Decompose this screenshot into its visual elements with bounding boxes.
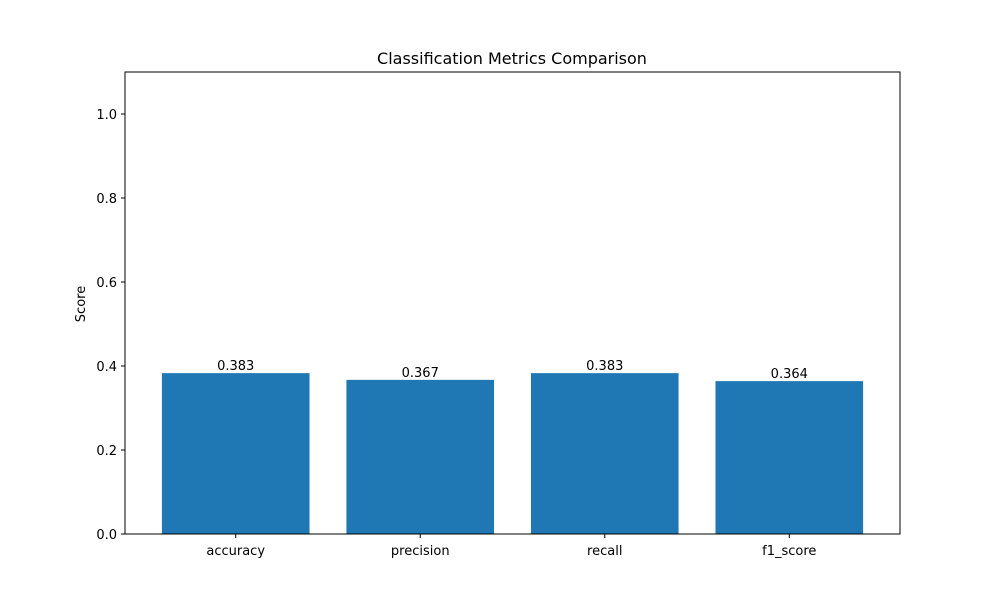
- chart-title: Classification Metrics Comparison: [377, 49, 647, 68]
- y-axis-ticks: 0.0 0.2 0.4 0.6 0.8 1.0: [96, 108, 125, 543]
- y-tick-label: 0.0: [96, 528, 117, 543]
- y-tick-label: 1.0: [96, 108, 117, 123]
- y-axis-label: Score: [74, 286, 89, 322]
- x-tick-label: recall: [587, 544, 622, 559]
- bar-recall: [530, 373, 679, 534]
- x-tick-label: f1_score: [762, 544, 816, 559]
- y-tick-label: 0.8: [96, 192, 117, 207]
- bar-labels-group: 0.383 0.367 0.383 0.364: [217, 359, 808, 382]
- bar-value-label: 0.383: [217, 359, 254, 374]
- bar-precision: [346, 379, 495, 534]
- x-tick-label: accuracy: [206, 544, 265, 559]
- y-tick-label: 0.2: [96, 444, 117, 459]
- bar-value-label: 0.383: [586, 359, 623, 374]
- x-axis-ticks: accuracy precision recall f1_score: [206, 534, 816, 559]
- y-tick-label: 0.4: [96, 360, 117, 375]
- bars-group: [161, 373, 864, 534]
- plot-frame: [124, 71, 901, 535]
- bar-f1-score: [715, 381, 864, 534]
- bar-value-label: 0.367: [402, 366, 439, 381]
- x-tick-label: precision: [391, 544, 450, 559]
- bar-accuracy: [161, 373, 310, 534]
- y-tick-label: 0.6: [96, 276, 117, 291]
- bar-value-label: 0.364: [771, 367, 808, 382]
